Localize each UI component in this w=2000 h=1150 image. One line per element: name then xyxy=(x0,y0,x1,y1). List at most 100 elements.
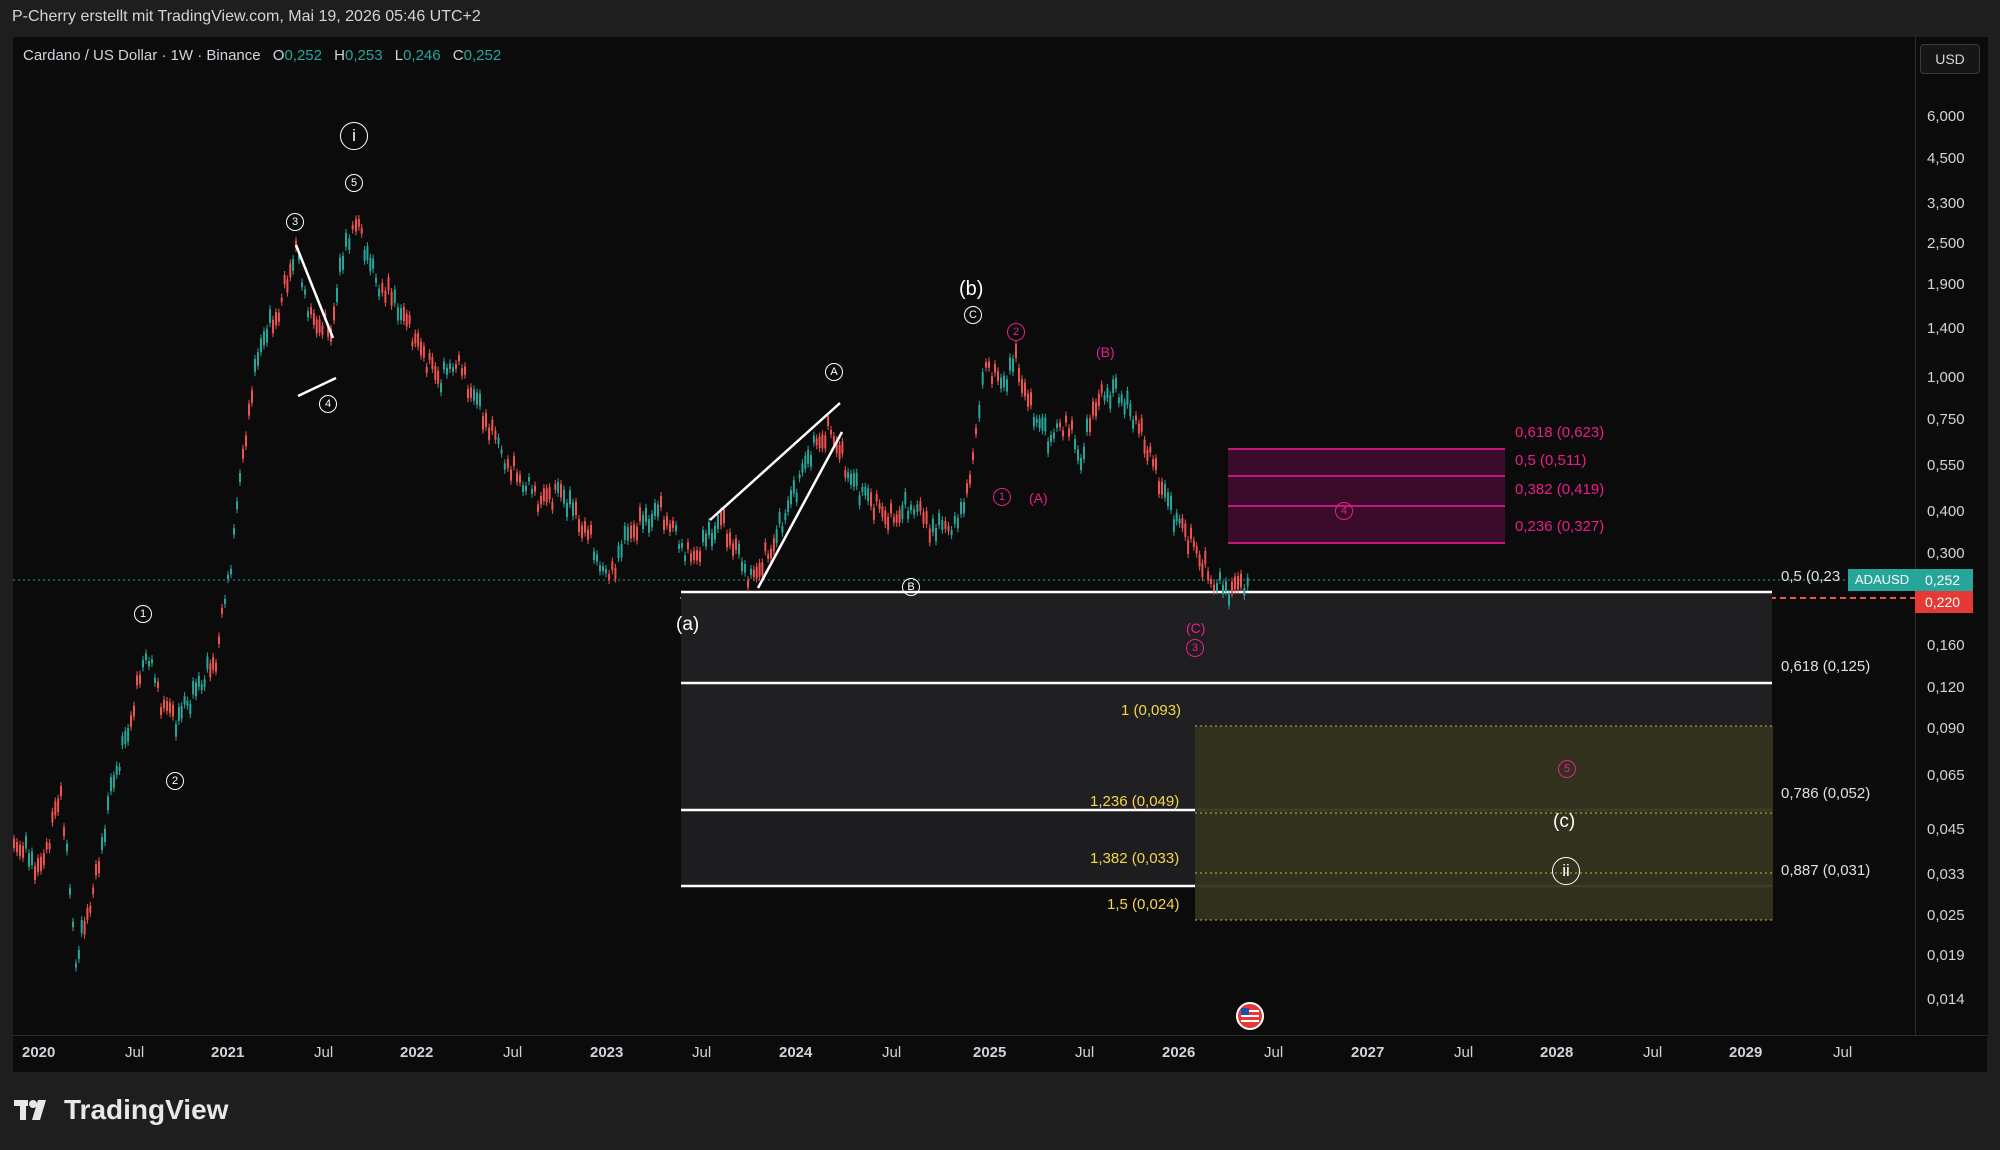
wave-label-b[interactable]: (b) xyxy=(959,278,984,300)
ohlc-l-value: 0,246 xyxy=(403,47,441,64)
x-tick-year: 2027 xyxy=(1351,1044,1385,1061)
x-tick-year: 2029 xyxy=(1729,1044,1763,1061)
yellow-fib-label: 1,5 (0,024) xyxy=(1107,896,1180,913)
y-tick: 0,033 xyxy=(1927,866,1965,883)
wave-label-pink-1[interactable]: 1 xyxy=(993,488,1011,506)
wave-label-pink-3[interactable]: 3 xyxy=(1186,639,1204,657)
white-fib-label: 0,618 (0,125) xyxy=(1781,658,1871,675)
currency-button[interactable]: USD xyxy=(1920,44,1980,74)
triangle-lower-line[interactable] xyxy=(297,376,337,398)
white-fib-label: 0,786 (0,052) xyxy=(1781,785,1871,802)
triangle-upper-line[interactable] xyxy=(294,244,335,339)
symbol-legend[interactable]: Cardano / US Dollar · 1W · Binance O0,25… xyxy=(23,47,501,64)
y-tick: 1,900 xyxy=(1927,276,1965,293)
pink-fib-label: 0,382 (0,419) xyxy=(1515,481,1605,498)
pink-fib-label: 0,236 (0,327) xyxy=(1515,518,1605,535)
x-tick-month: Jul xyxy=(125,1044,145,1061)
wave-label-A[interactable]: A xyxy=(825,363,843,381)
x-tick-year: 2024 xyxy=(779,1044,813,1061)
y-tick: 0,120 xyxy=(1927,679,1965,696)
y-tick: 0,019 xyxy=(1927,947,1965,964)
ohlc-c-label: C xyxy=(452,47,464,64)
fib-zone-1 xyxy=(681,592,1772,683)
current-price-tag: 0,252 xyxy=(1915,569,1973,591)
y-tick: 0,160 xyxy=(1927,637,1965,654)
brand-name: TradingView xyxy=(64,1094,229,1125)
y-tick: 0,065 xyxy=(1927,767,1965,784)
yellow-fib-label: 1,382 (0,033) xyxy=(1090,850,1180,867)
x-tick-month: Jul xyxy=(1264,1044,1284,1061)
y-tick: 2,500 xyxy=(1927,235,1965,252)
x-tick-year: 2021 xyxy=(211,1044,245,1061)
wave-label-pink-C[interactable]: (C) xyxy=(1186,620,1206,636)
chart-attribution: P-Cherry erstellt mit TradingView.com, M… xyxy=(12,8,481,25)
y-tick: 1,400 xyxy=(1927,320,1965,337)
white-fib-label: 0,887 (0,031) xyxy=(1781,862,1871,879)
wave-label-pink-2[interactable]: 2 xyxy=(1007,323,1025,341)
wave-label-B[interactable]: B xyxy=(902,578,920,596)
x-tick-month: Jul xyxy=(1075,1044,1095,1061)
y-tick: 0,025 xyxy=(1927,907,1965,924)
y-tick: 1,000 xyxy=(1927,369,1965,386)
wedge-lower-line[interactable] xyxy=(756,431,844,589)
y-tick: 0,090 xyxy=(1927,720,1965,737)
wave-label-pink-4[interactable]: 4 xyxy=(1335,502,1353,520)
wave-label-2[interactable]: 2 xyxy=(166,772,184,790)
x-tick-year: 2026 xyxy=(1162,1044,1196,1061)
wave-label-big-ii[interactable]: ii xyxy=(1552,857,1580,885)
time-axis[interactable] xyxy=(13,1035,1987,1072)
x-tick-month: Jul xyxy=(1833,1044,1853,1061)
pink-fib-label: 0,5 (0,511) xyxy=(1515,452,1587,469)
wave-label-1[interactable]: 1 xyxy=(134,605,152,623)
wave-label-big-i[interactable]: i xyxy=(340,122,368,150)
y-tick: 0,300 xyxy=(1927,545,1965,562)
ohlc-o-value: 0,252 xyxy=(284,47,322,64)
yellow-extension-zone xyxy=(1195,726,1773,920)
ohlc-c-value: 0,252 xyxy=(463,47,502,64)
price-axis[interactable] xyxy=(1915,37,1988,1035)
x-tick-year: 2028 xyxy=(1540,1044,1574,1061)
ohlc-o-label: O xyxy=(272,47,285,64)
ohlc-l-label: L xyxy=(394,47,404,64)
wave-label-3[interactable]: 3 xyxy=(286,213,304,231)
us-flag-event-icon[interactable] xyxy=(1236,1002,1264,1030)
wave-label-a[interactable]: (a) xyxy=(676,614,700,635)
red-line-price-tag: 0,220 xyxy=(1915,591,1973,613)
wave-label-pink-A[interactable]: (A) xyxy=(1029,490,1048,506)
x-tick-year: 2020 xyxy=(22,1044,56,1061)
y-tick: 0,550 xyxy=(1927,457,1965,474)
symbol-name[interactable]: Cardano / US Dollar · 1W · Binance xyxy=(23,47,261,64)
x-tick-month: Jul xyxy=(1643,1044,1663,1061)
ohlc-h-label: H xyxy=(334,47,345,64)
wave-label-pink-B[interactable]: (B) xyxy=(1096,344,1115,360)
wave-label-5[interactable]: 5 xyxy=(345,174,363,192)
pink-fib-label: 0,618 (0,623) xyxy=(1515,424,1605,441)
y-tick: 0,750 xyxy=(1927,411,1965,428)
yellow-fib-label: 1 (0,093) xyxy=(1121,702,1182,719)
y-tick: 0,014 xyxy=(1927,991,1965,1008)
x-tick-month: Jul xyxy=(692,1044,712,1061)
wave-label-C[interactable]: C xyxy=(964,306,982,324)
x-tick-month: Jul xyxy=(1454,1044,1474,1061)
y-tick: 3,300 xyxy=(1927,195,1965,212)
x-tick-month: Jul xyxy=(503,1044,523,1061)
yellow-fib-label: 1,236 (0,049) xyxy=(1090,793,1180,810)
symbol-price-tag: ADAUSD xyxy=(1848,569,1916,591)
x-tick-year: 2023 xyxy=(590,1044,624,1061)
tradingview-brand[interactable]: TradingView xyxy=(14,1094,228,1126)
y-tick: 4,500 xyxy=(1927,150,1965,167)
tradingview-logo-icon xyxy=(14,1100,46,1120)
x-tick-year: 2022 xyxy=(400,1044,434,1061)
x-tick-month: Jul xyxy=(314,1044,334,1061)
wave-label-pink-5[interactable]: 5 xyxy=(1558,760,1576,778)
wave-label-c[interactable]: (c) xyxy=(1553,811,1576,832)
wedge-upper-line[interactable] xyxy=(709,402,841,521)
wave-label-4[interactable]: 4 xyxy=(319,395,337,413)
white-fib-label: 0,5 (0,23 xyxy=(1781,568,1841,585)
y-tick: 0,045 xyxy=(1927,821,1965,838)
y-tick: 6,000 xyxy=(1927,108,1965,125)
x-tick-month: Jul xyxy=(882,1044,902,1061)
pink-fib-zone xyxy=(1228,449,1505,543)
ohlc-h-value: 0,253 xyxy=(345,47,383,64)
